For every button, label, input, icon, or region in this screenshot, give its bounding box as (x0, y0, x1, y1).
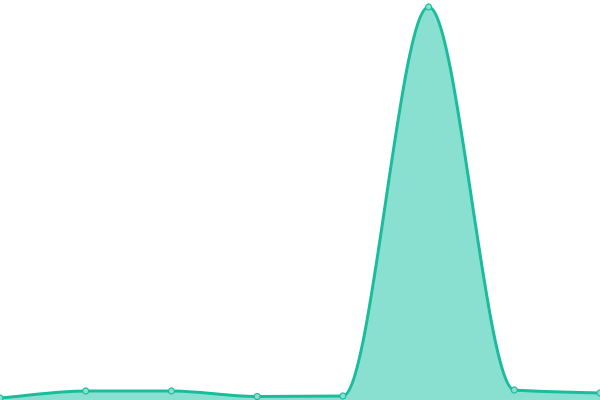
data-point (339, 392, 347, 400)
data-point (253, 392, 261, 400)
area-fill (0, 7, 600, 400)
data-point (0, 394, 4, 400)
data-point (167, 387, 176, 395)
data-point (424, 3, 433, 11)
data-points (0, 3, 600, 400)
data-point (82, 387, 90, 395)
series-line (0, 5, 600, 400)
data-point (510, 386, 518, 394)
data-point (596, 389, 600, 397)
